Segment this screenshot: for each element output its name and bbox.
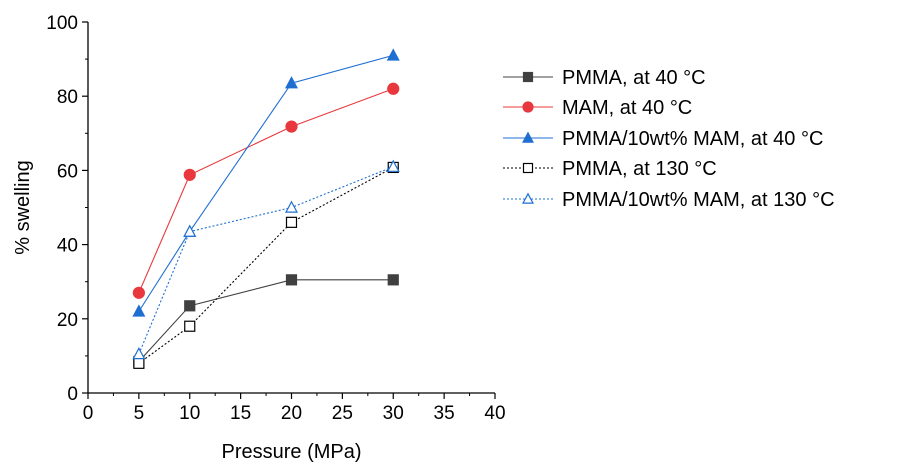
y-tick-label: 0 [67, 384, 78, 405]
x-tick-label: 5 [134, 403, 145, 424]
x-tick-label: 30 [383, 403, 404, 424]
series-4 [133, 161, 399, 369]
y-tick-label: 20 [57, 310, 78, 331]
data-point [132, 286, 145, 299]
series-line [138, 88, 394, 294]
data-point [285, 216, 298, 228]
x-axis-title: Pressure (MPa) [221, 441, 361, 463]
y-axis-title: % swelling [12, 160, 34, 254]
data-point [285, 200, 298, 213]
legend-label: MAM, at 40 °C [562, 97, 692, 119]
data-point [285, 274, 298, 286]
data-point [183, 224, 197, 237]
series-line [138, 166, 394, 364]
legend-item: MAM, at 40 °C [503, 97, 692, 119]
data-point [285, 120, 298, 133]
legend-item: PMMA/10wt% MAM, at 130 °C [503, 189, 835, 211]
y-tick-label: 40 [57, 236, 78, 257]
data-point [522, 101, 534, 113]
series-layer [132, 48, 400, 369]
series-line [138, 54, 394, 312]
legend: PMMA, at 40 °C MAM, at 40 °C PMMA/10wt% MA… [503, 67, 835, 211]
data-point [183, 168, 196, 181]
y-axis: 0 20 40 60 80 100 [46, 13, 88, 405]
legend-label: PMMA/10wt% MAM, at 130 °C [562, 189, 835, 211]
x-tick-label: 10 [179, 403, 200, 424]
x-tick-label: 25 [332, 403, 353, 424]
series-1 [133, 274, 399, 368]
x-tick-label: 40 [484, 403, 505, 424]
series-5 [132, 159, 400, 360]
data-point [522, 192, 534, 204]
series-2 [132, 82, 400, 299]
legend-label: PMMA/10wt% MAM, at 40 °C [562, 128, 823, 150]
legend-item: PMMA/10wt% MAM, at 40 °C [503, 128, 823, 150]
data-point [522, 162, 534, 174]
series-3 [132, 48, 400, 317]
data-point [285, 76, 298, 89]
data-point [133, 357, 145, 369]
data-point [386, 159, 400, 172]
legend-label: PMMA, at 40 °C [562, 67, 706, 89]
series-line [138, 279, 394, 362]
data-point [132, 304, 146, 317]
y-tick-label: 80 [57, 87, 78, 108]
legend-label: PMMA, at 130 °C [562, 158, 717, 180]
x-tick-label: 0 [83, 403, 94, 424]
x-tick-label: 15 [230, 403, 251, 424]
data-point [184, 300, 196, 312]
data-point [386, 48, 400, 61]
data-point [387, 82, 400, 95]
x-tick-label: 20 [281, 403, 302, 424]
x-tick-label: 35 [434, 403, 455, 424]
data-point [132, 347, 146, 360]
x-axis: 0 5 10 15 20 25 30 35 40 [83, 393, 506, 424]
data-point [387, 274, 399, 286]
y-tick-label: 60 [57, 161, 78, 182]
data-point [522, 131, 534, 143]
legend-item: PMMA, at 40 °C [503, 67, 706, 89]
y-tick-label: 100 [46, 13, 78, 34]
legend-item: PMMA, at 130 °C [503, 158, 717, 180]
data-point [184, 320, 196, 332]
data-point [522, 71, 534, 83]
series-line [138, 166, 394, 355]
